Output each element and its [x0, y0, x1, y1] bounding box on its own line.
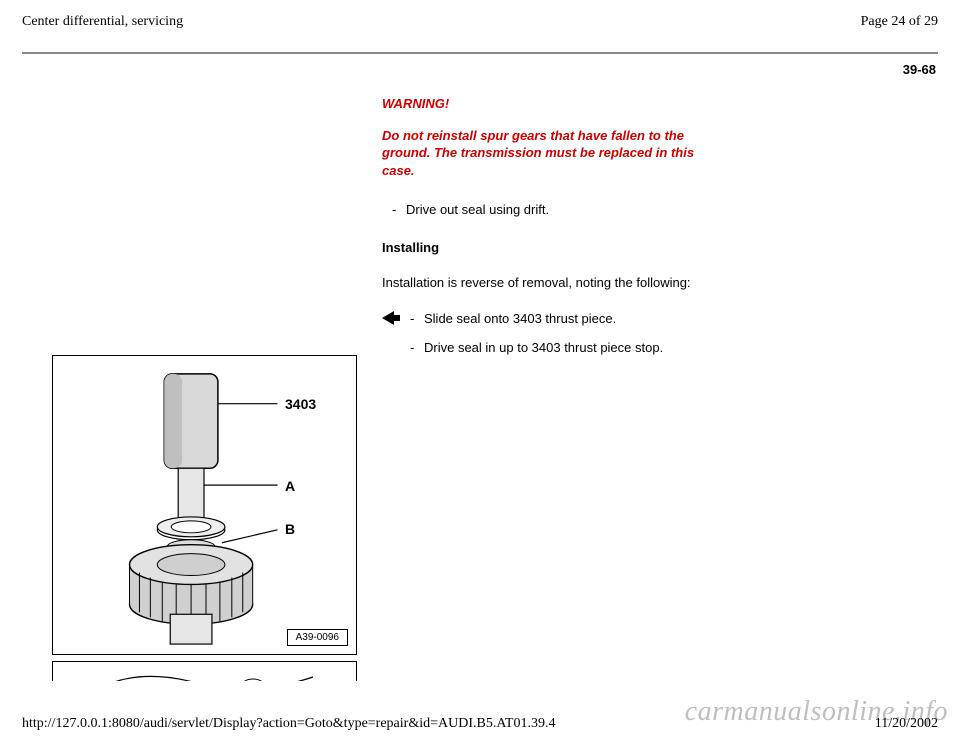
bullet-dash: - — [392, 201, 406, 219]
figure-label-b: B — [285, 521, 295, 537]
step-text: Drive seal in up to 3403 thrust piece st… — [424, 339, 663, 357]
installing-heading: Installing — [382, 239, 718, 257]
warning-title: WARNING! — [382, 95, 718, 113]
text-column: WARNING! Do not reinstall spur gears tha… — [382, 95, 938, 681]
warning-body: Do not reinstall spur gears that have fa… — [382, 127, 718, 180]
step-text: Slide seal onto 3403 thrust piece. — [424, 310, 616, 328]
arrow-step-block: - Slide seal onto 3403 thrust piece. - D… — [382, 310, 718, 357]
footer-url: http://127.0.0.1:8080/audi/servlet/Displ… — [22, 716, 555, 732]
page-header: Center differential, servicing Page 24 o… — [22, 14, 938, 34]
header-rule — [22, 52, 938, 54]
page-footer: http://127.0.0.1:8080/audi/servlet/Displ… — [22, 716, 938, 732]
figure-column: 3403 A B A39-0096 — [52, 95, 382, 681]
step-drive-out-seal: - Drive out seal using drift. — [382, 201, 718, 219]
figure-main: 3403 A B A39-0096 — [52, 355, 357, 655]
section-number: 39-68 — [22, 62, 938, 77]
figure-id: A39-0096 — [287, 629, 348, 646]
page-root: Center differential, servicing Page 24 o… — [0, 0, 960, 742]
step-drive-seal-in: - Drive seal in up to 3403 thrust piece … — [410, 339, 718, 357]
footer-date: 11/20/2002 — [875, 716, 938, 732]
step-slide-seal: - Slide seal onto 3403 thrust piece. — [410, 310, 718, 328]
header-page-number: Page 24 of 29 — [861, 14, 938, 30]
content-area: 3403 A B A39-0096 WARNING! Do not reinst… — [22, 95, 938, 681]
figure-label-tool: 3403 — [285, 396, 316, 412]
bullet-dash: - — [410, 339, 424, 357]
figure-label-a: A — [285, 478, 295, 494]
step-text: Drive out seal using drift. — [406, 201, 549, 219]
installing-intro: Installation is reverse of removal, noti… — [382, 274, 718, 292]
left-arrow-icon — [382, 310, 410, 357]
header-title: Center differential, servicing — [22, 14, 183, 30]
bullet-dash: - — [410, 310, 424, 328]
arrow-steps: - Slide seal onto 3403 thrust piece. - D… — [410, 310, 718, 357]
figure-secondary-cropped — [52, 661, 357, 681]
